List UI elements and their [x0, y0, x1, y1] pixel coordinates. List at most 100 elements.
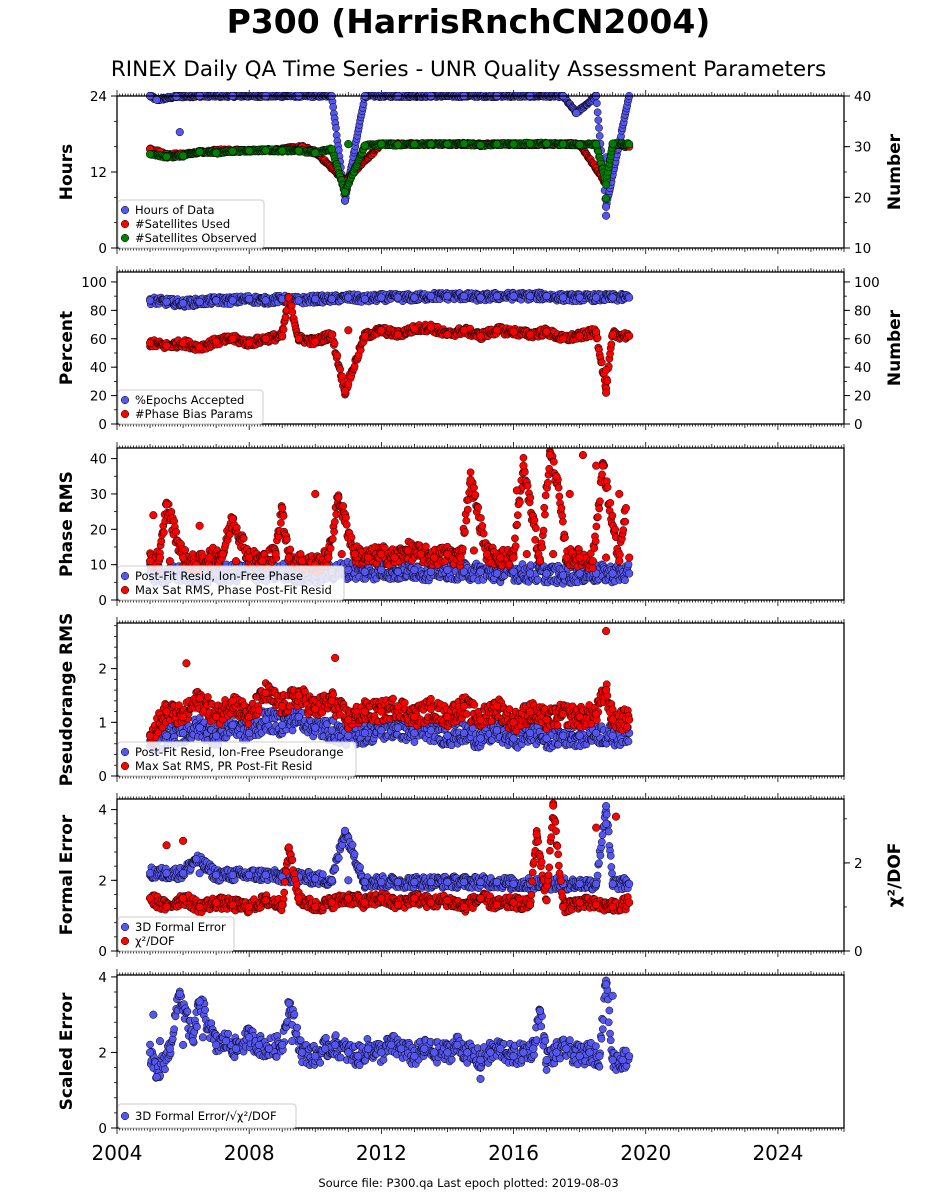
data-point	[336, 365, 344, 374]
y-right-tick-label: 20	[854, 389, 871, 405]
data-point	[284, 293, 293, 302]
y-tick-label: 0	[98, 417, 107, 433]
data-point	[607, 340, 616, 349]
data-point	[492, 326, 502, 335]
data-point	[426, 292, 435, 301]
data-point	[625, 293, 634, 302]
data-point	[592, 293, 601, 302]
y-tick-label: 0	[98, 241, 107, 257]
legend-marker	[120, 409, 130, 419]
data-point	[327, 145, 336, 154]
data-point	[330, 339, 339, 348]
data-point	[288, 308, 297, 317]
data-point	[212, 296, 221, 305]
data-point	[443, 330, 452, 339]
data-point	[608, 139, 617, 148]
data-point	[443, 140, 452, 149]
data-point	[426, 323, 435, 332]
data-point	[195, 343, 204, 352]
data-point	[261, 146, 270, 155]
legend-marker	[120, 233, 130, 243]
data-point	[509, 292, 518, 301]
y-right-tick-label: 100	[854, 275, 880, 291]
data-point	[333, 351, 342, 360]
data-point	[162, 341, 171, 350]
data-point	[594, 116, 603, 124]
plot-area	[145, 288, 634, 399]
data-point	[593, 108, 602, 117]
data-point	[278, 146, 287, 155]
data-point	[492, 140, 502, 149]
data-point	[459, 139, 469, 148]
y-right-tick-label: 20	[854, 190, 871, 206]
data-point	[179, 338, 188, 348]
y-axis-label: Hours	[57, 144, 77, 201]
data-point	[344, 326, 353, 335]
data-point	[509, 327, 518, 336]
data-point	[443, 292, 452, 301]
data-point	[162, 152, 171, 161]
data-point	[340, 387, 350, 396]
figure-subtitle: RINEX Daily QA Time Series - UNR Quality…	[110, 57, 827, 82]
y-right-tick-label: 30	[854, 140, 871, 156]
y-right-tick-label: 40	[854, 89, 871, 105]
legend-label: Hours of Data	[135, 203, 215, 217]
data-point	[377, 140, 386, 149]
data-point	[608, 293, 617, 302]
data-point	[492, 292, 502, 301]
y-tick-label: 60	[90, 332, 107, 348]
data-point	[625, 140, 634, 149]
data-point	[542, 327, 551, 336]
data-point	[602, 388, 611, 397]
data-point	[360, 331, 369, 340]
y-right-tick-label: 80	[854, 303, 871, 319]
data-point	[338, 372, 347, 381]
data-point	[327, 330, 336, 339]
data-point	[245, 146, 254, 155]
y-right-tick-label: 0	[854, 417, 863, 433]
data-point	[542, 292, 551, 301]
data-point	[476, 331, 485, 340]
data-point	[410, 140, 419, 149]
data-point	[602, 194, 611, 203]
legend-label: #Satellites Observed	[135, 231, 257, 245]
data-point	[575, 293, 584, 302]
data-point	[162, 297, 171, 306]
data-point	[212, 148, 221, 157]
data-point	[597, 358, 606, 367]
data-point	[476, 293, 485, 302]
data-point	[393, 293, 402, 302]
y-axis-label: Percent	[57, 311, 77, 385]
data-point	[393, 140, 402, 149]
data-point	[344, 293, 353, 302]
data-point	[603, 377, 612, 385]
data-point	[329, 103, 338, 111]
data-point	[572, 109, 581, 118]
y-right-tick-label: 60	[854, 332, 871, 348]
data-point	[344, 140, 353, 149]
data-point	[195, 297, 204, 306]
data-point	[575, 331, 584, 340]
data-point	[393, 330, 402, 339]
data-point	[602, 365, 611, 375]
y-tick-label: 12	[90, 165, 107, 181]
legend-marker	[120, 395, 130, 405]
y-axis-right-label: Number	[885, 133, 905, 210]
data-point	[327, 294, 336, 304]
data-point	[608, 330, 617, 339]
data-point	[145, 338, 155, 348]
data-point	[595, 132, 604, 140]
data-point	[212, 337, 221, 346]
legend-label: %Epochs Accepted	[135, 393, 244, 407]
data-point	[228, 334, 237, 343]
data-point	[245, 338, 254, 348]
data-point	[294, 296, 303, 305]
data-point	[410, 324, 419, 333]
legend-marker	[120, 205, 130, 215]
data-point	[593, 99, 601, 108]
data-point	[476, 141, 485, 150]
y-tick-label: 20	[90, 389, 107, 405]
data-point	[360, 294, 369, 304]
data-point	[559, 140, 568, 149]
